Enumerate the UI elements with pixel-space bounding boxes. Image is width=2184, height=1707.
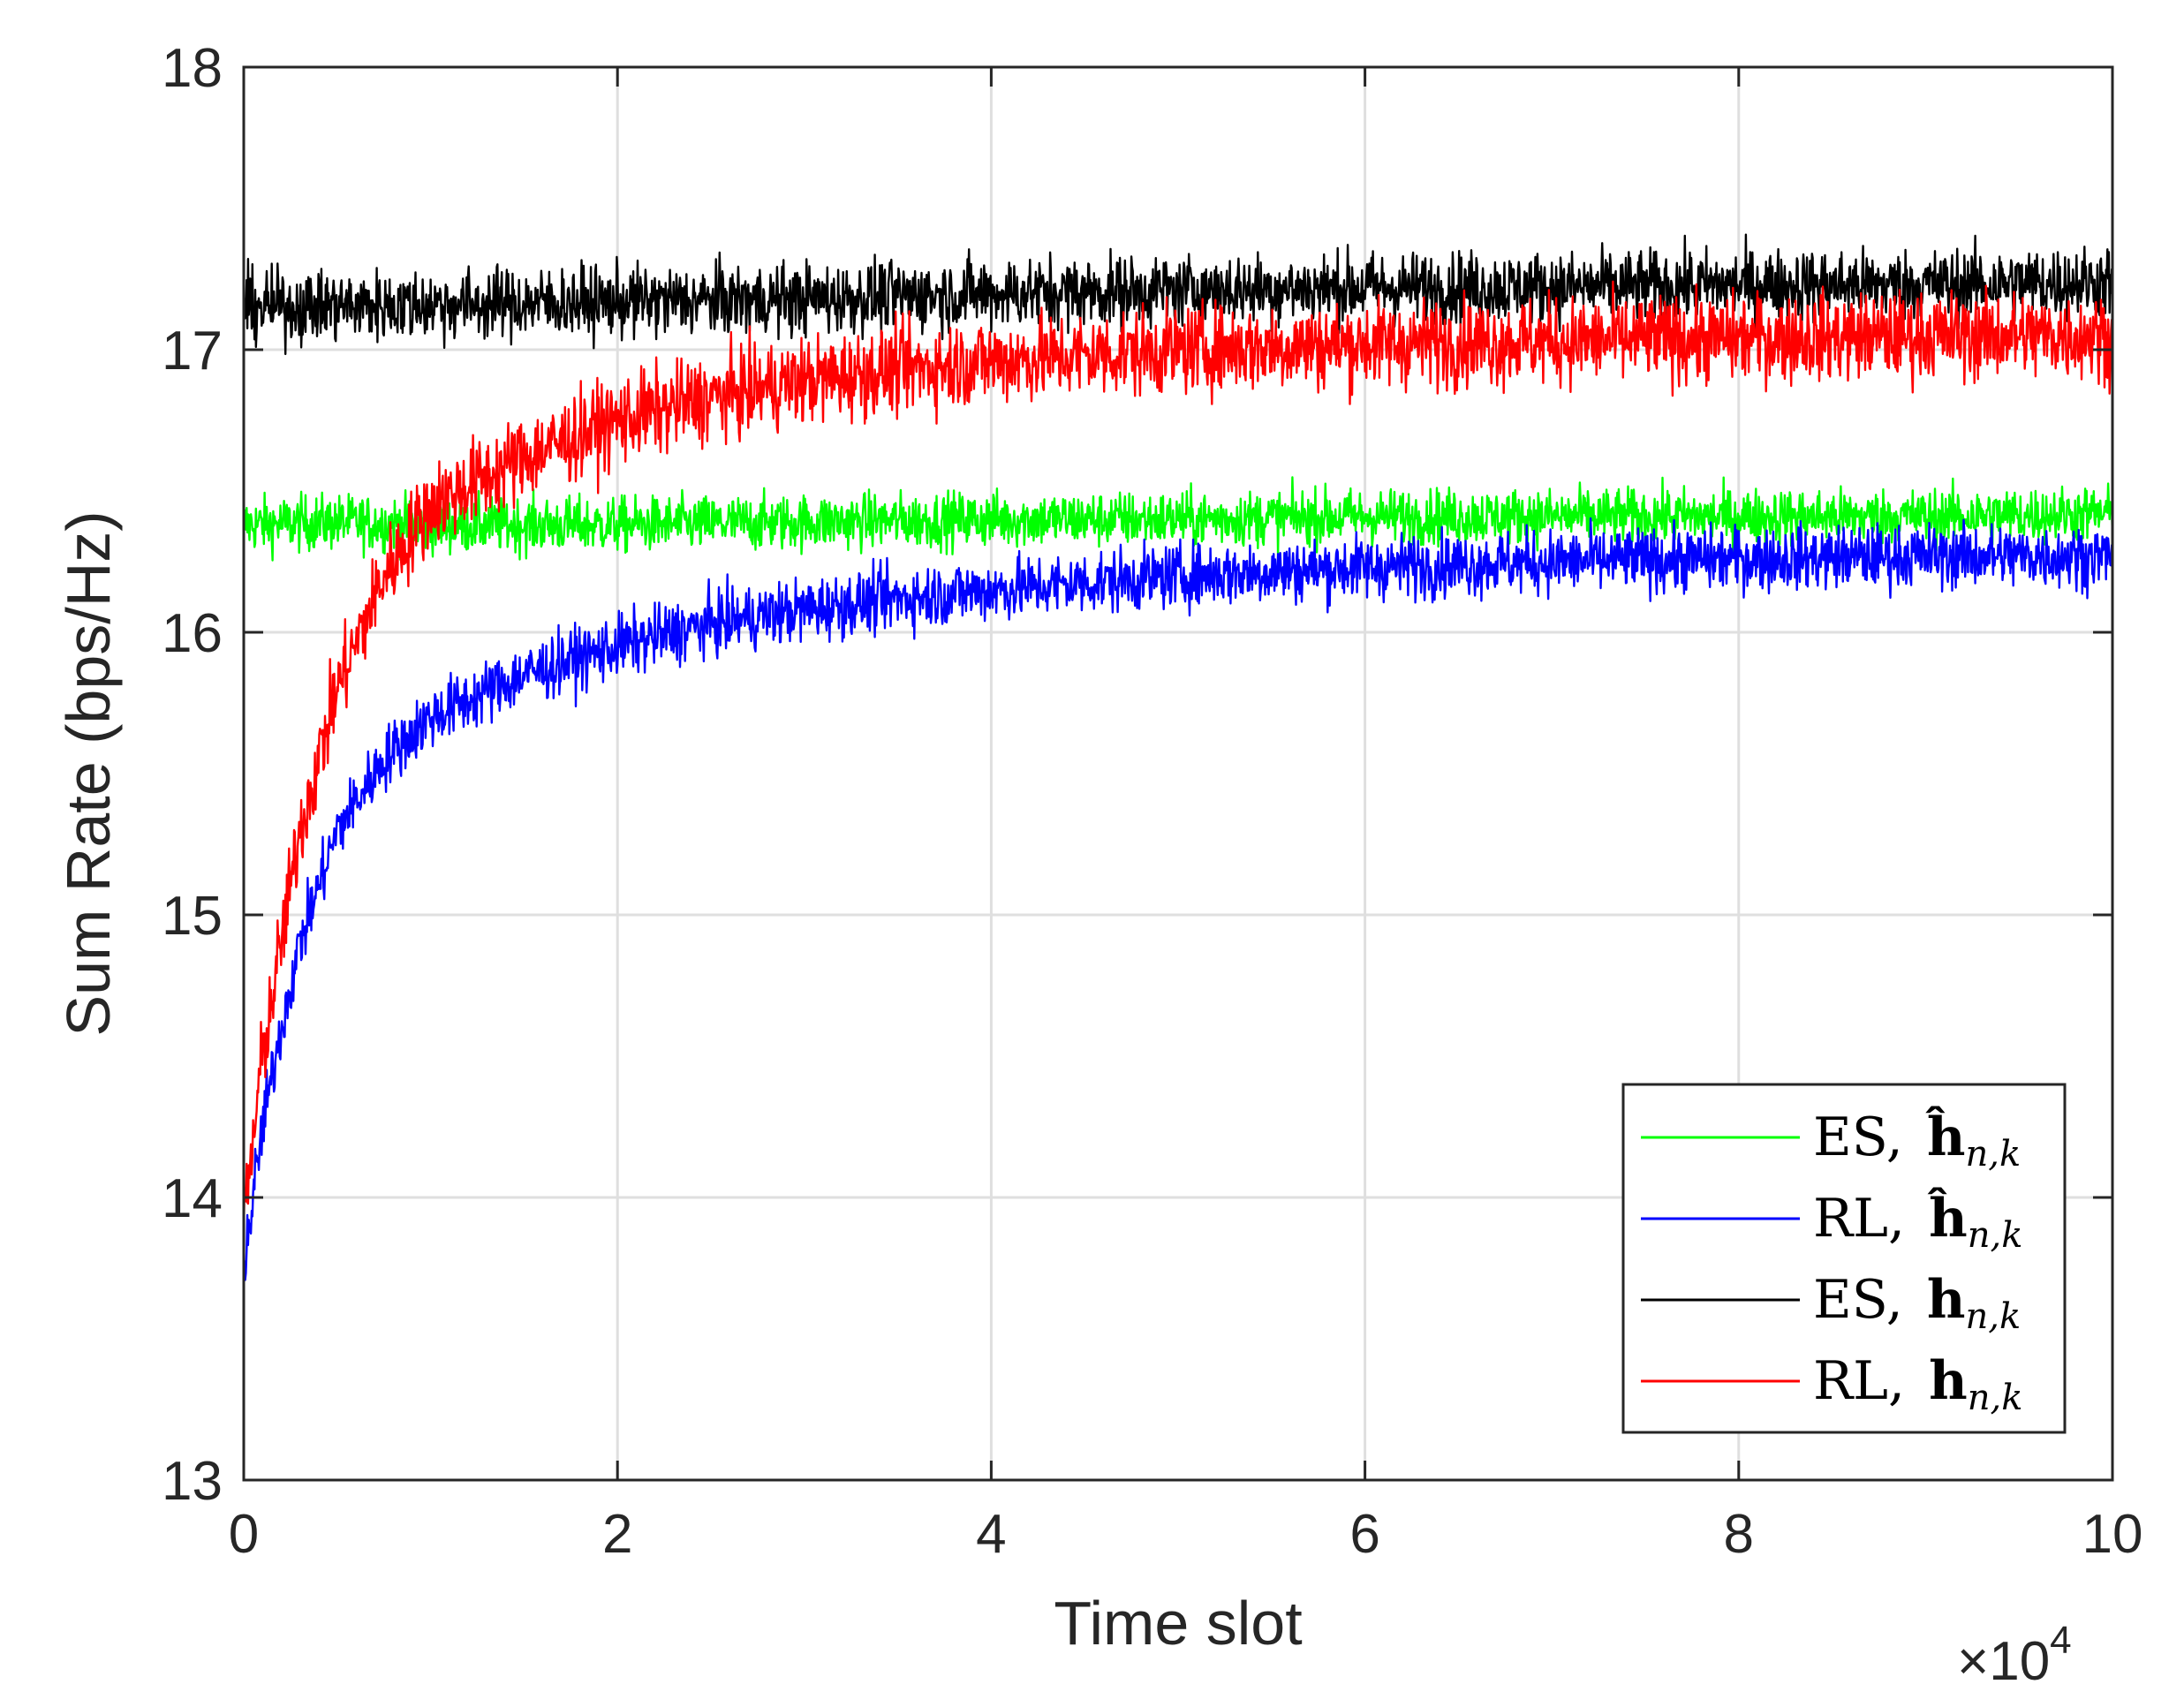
x-tick-label: 4	[976, 1504, 1006, 1565]
legend: ES, ĥn,k RL, ĥn,k ES, hn,k RL, hn,k	[1621, 1083, 2067, 1434]
plot-frame	[242, 65, 2114, 1482]
series-group	[242, 233, 2114, 1288]
legend-entry-label: RL, ĥn,k	[1813, 1187, 2023, 1256]
x-tick-label: 0	[229, 1504, 259, 1565]
series-line-4	[242, 280, 2114, 1231]
series-line-2	[242, 517, 2114, 1288]
legend-entry-label: ES, hn,k	[1813, 1269, 2021, 1337]
legend-entry-label: RL, hn,k	[1813, 1350, 2023, 1418]
y-tick-label: 16	[162, 603, 223, 664]
y-tick-label: 13	[162, 1451, 223, 1512]
x-axis-label: Time slot	[1054, 1589, 1302, 1658]
y-axis-label: Sum Rate (bps/Hz)	[54, 510, 123, 1036]
y-tick-label: 15	[162, 886, 223, 947]
x-axis-multiplier-exponent: 4	[2050, 1619, 2071, 1662]
x-tick-label: 2	[602, 1504, 632, 1565]
tick-marks	[242, 65, 2114, 1482]
legend-box	[1621, 1083, 2067, 1434]
series-line-3	[242, 233, 2114, 356]
y-tick-label: 17	[162, 321, 223, 381]
x-tick-label: 6	[1349, 1504, 1379, 1565]
y-tick-label: 18	[162, 38, 223, 99]
tick-labels: 0 2 4 6 8 10 13 14 15 16 17 18	[162, 38, 2142, 1565]
legend-entry-label: ES, ĥn,k	[1813, 1106, 2021, 1175]
x-axis-multiplier-base: ×10	[1957, 1631, 2050, 1692]
y-tick-label: 14	[162, 1168, 223, 1229]
x-tick-label: 10	[2082, 1504, 2143, 1565]
x-axis-multiplier: ×104	[1957, 1619, 2072, 1692]
x-tick-label: 8	[1724, 1504, 1754, 1565]
